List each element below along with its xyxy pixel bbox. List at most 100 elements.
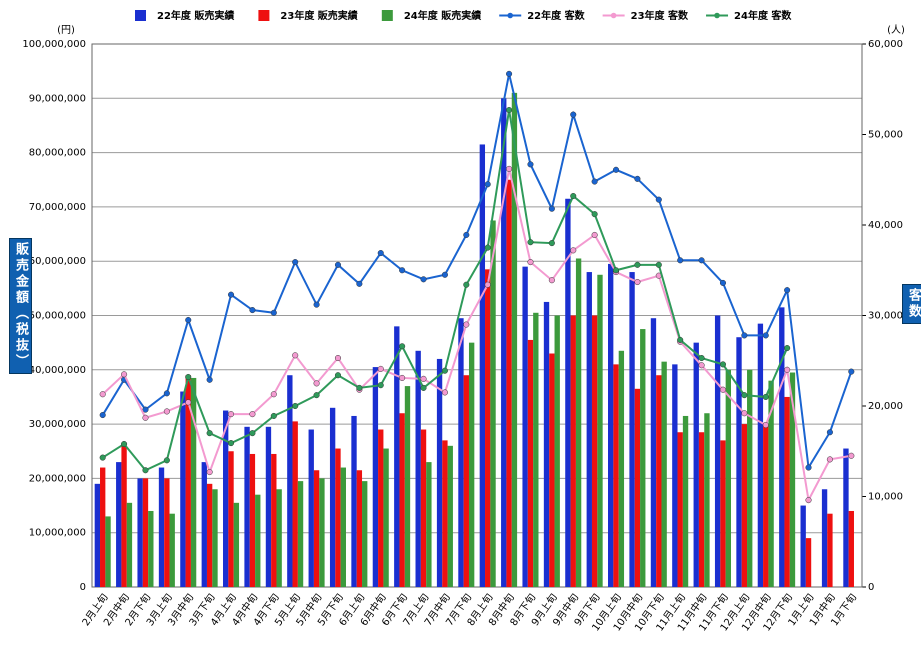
legend-marker	[507, 12, 514, 19]
point	[99, 412, 106, 419]
bar	[415, 350, 421, 587]
bar	[527, 339, 534, 587]
point	[377, 250, 384, 257]
bar	[650, 318, 657, 587]
bar	[158, 467, 165, 587]
point	[826, 429, 833, 436]
bar	[121, 445, 127, 587]
point	[121, 440, 128, 448]
y-tick-label: 100,000,000	[22, 39, 86, 50]
point	[548, 277, 555, 284]
legend-label: 22年度 客数	[527, 9, 585, 22]
bar	[292, 421, 298, 587]
point	[99, 454, 106, 461]
point	[142, 406, 149, 413]
bar	[420, 429, 427, 587]
point	[249, 307, 256, 314]
point	[570, 192, 577, 200]
bar	[677, 432, 683, 587]
legend-label: 23年度 客数	[631, 9, 689, 22]
bar	[100, 467, 106, 587]
bar	[383, 448, 389, 587]
bar	[265, 426, 272, 587]
point	[719, 279, 727, 286]
bar	[335, 448, 341, 587]
point	[506, 70, 513, 77]
point	[377, 382, 384, 389]
point	[163, 390, 170, 397]
legend-marker	[714, 12, 720, 19]
bar	[805, 538, 812, 587]
y2-tick-label: 50,000	[868, 130, 903, 141]
bar	[549, 353, 555, 587]
bar	[378, 429, 384, 587]
point	[99, 391, 106, 398]
point	[591, 178, 598, 185]
point	[313, 380, 320, 387]
bar	[698, 432, 705, 587]
point	[292, 259, 299, 266]
bar	[725, 369, 731, 587]
point	[334, 354, 342, 362]
point	[677, 257, 684, 264]
y2-tick-label: 0	[868, 582, 874, 593]
legend-swatch	[258, 10, 270, 21]
bar	[485, 269, 491, 587]
bar	[533, 312, 539, 587]
point	[698, 362, 705, 369]
point	[591, 231, 598, 239]
bar	[287, 375, 293, 587]
point	[356, 280, 363, 287]
point	[762, 421, 769, 429]
bar	[436, 358, 443, 587]
bar	[661, 361, 667, 587]
point	[506, 107, 513, 114]
bar	[618, 350, 625, 587]
bar	[276, 489, 282, 587]
legend-marker	[610, 12, 617, 19]
bar	[741, 424, 748, 587]
point	[292, 402, 299, 410]
bar	[479, 144, 486, 587]
bar	[848, 510, 854, 587]
bar	[554, 315, 560, 587]
point	[313, 301, 320, 308]
bar	[148, 510, 154, 587]
bar	[575, 258, 582, 587]
point	[420, 384, 427, 391]
bar	[255, 494, 261, 587]
y2-axis-label: 客数	[902, 284, 921, 324]
point	[377, 365, 384, 372]
bar	[340, 467, 346, 587]
y-tick-label: 20,000,000	[29, 473, 86, 484]
bar	[468, 342, 475, 587]
bar	[629, 272, 635, 587]
bar	[228, 451, 234, 587]
y-tick-label: 80,000,000	[29, 148, 86, 159]
bar	[233, 502, 240, 587]
point	[634, 278, 641, 286]
bar	[362, 481, 368, 587]
bar	[426, 462, 432, 587]
bar	[693, 342, 699, 587]
line	[101, 73, 853, 471]
bar	[704, 413, 710, 587]
point	[527, 259, 534, 266]
point	[484, 281, 491, 288]
y-tick-label: 30,000,000	[29, 419, 86, 430]
bar	[736, 337, 742, 587]
point	[163, 408, 170, 415]
y-tick-label: 40,000,000	[29, 365, 86, 376]
bar	[784, 396, 790, 587]
point	[741, 332, 748, 339]
bar	[206, 483, 213, 587]
bar	[501, 98, 507, 588]
point	[784, 366, 791, 373]
bar	[458, 318, 464, 587]
point	[206, 376, 213, 383]
legend-swatch	[381, 10, 393, 21]
point	[527, 161, 534, 168]
point	[227, 291, 235, 298]
point	[570, 247, 577, 254]
y2-tick-label: 30,000	[868, 311, 903, 322]
